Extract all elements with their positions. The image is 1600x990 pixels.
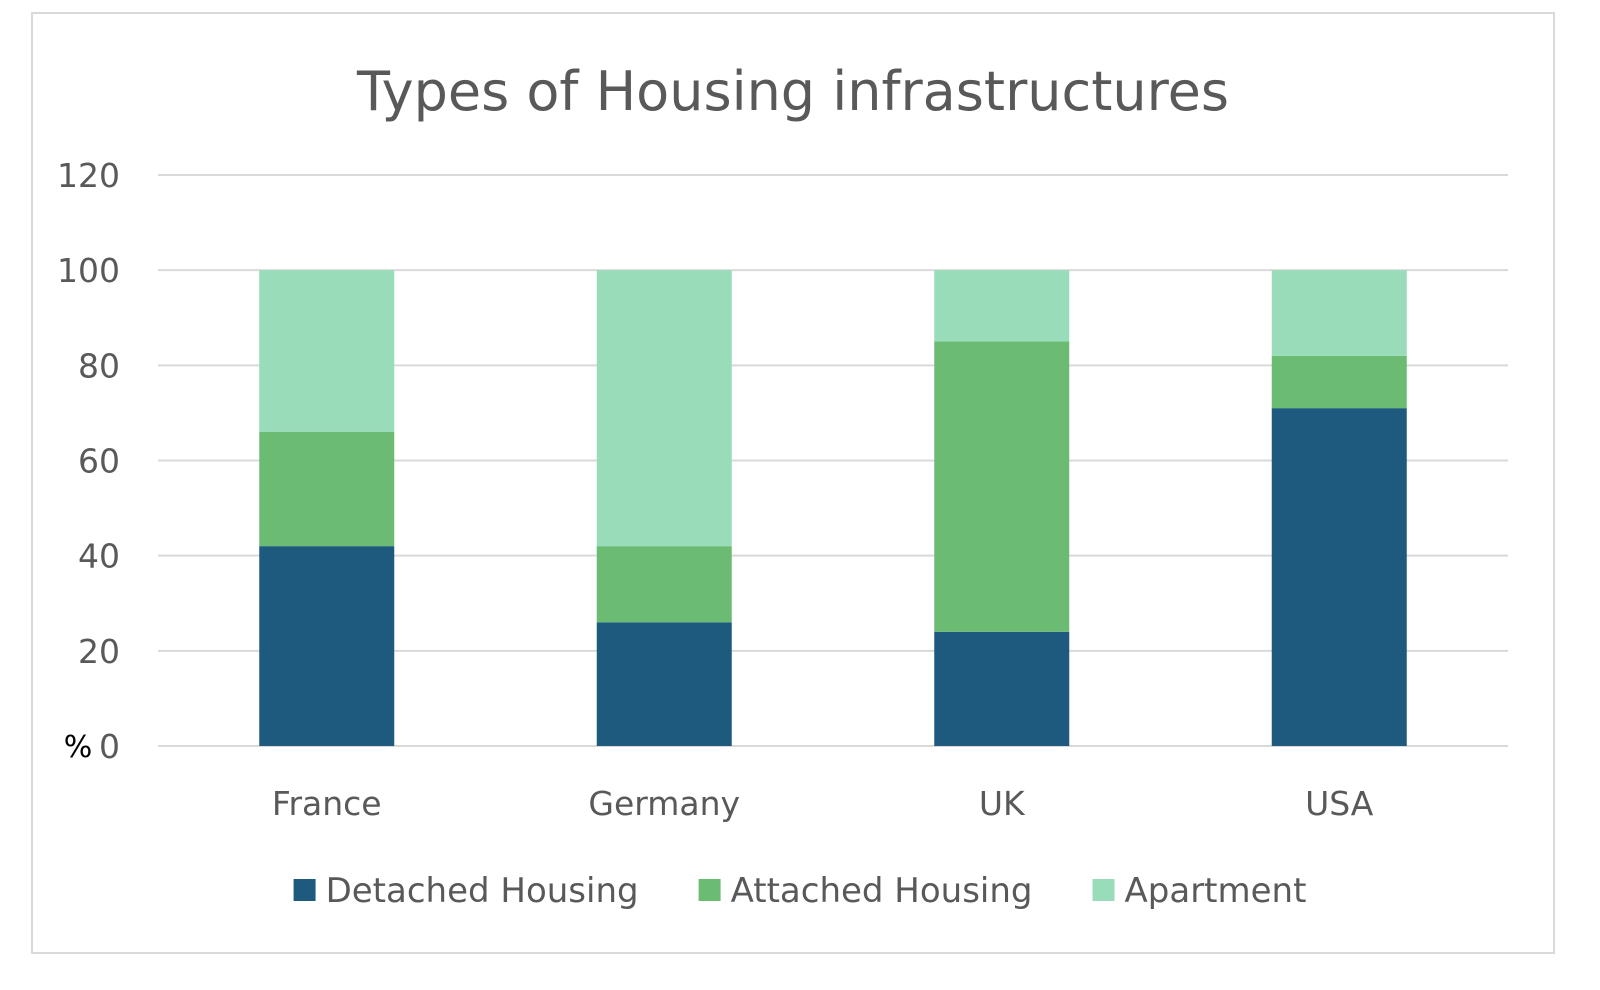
- x-axis: France Germany UK USA: [272, 784, 1374, 823]
- bar-segment: [259, 431, 395, 547]
- bars: [259, 270, 1407, 746]
- legend-swatch: [1092, 879, 1115, 901]
- bar-segment: [934, 341, 1070, 632]
- bar-segment: [259, 546, 395, 746]
- bar-segment: [1271, 408, 1407, 746]
- bar-group: [596, 270, 732, 746]
- bar-segment: [934, 270, 1070, 342]
- bar-group: [934, 270, 1070, 746]
- bar-segment: [1271, 355, 1407, 409]
- bar-segment: [596, 622, 732, 746]
- x-tick-label: Germany: [588, 784, 740, 823]
- legend-item: Detached Housing: [293, 871, 639, 911]
- bar-segment: [259, 270, 395, 432]
- bar-group: [1271, 270, 1407, 746]
- legend-swatch: [698, 879, 721, 901]
- bar-segment: [934, 631, 1070, 746]
- x-tick-label: UK: [979, 784, 1026, 823]
- x-tick-label: France: [272, 784, 382, 823]
- y-tick-label: 120: [57, 156, 120, 195]
- x-tick-label: USA: [1305, 784, 1374, 823]
- legend: Detached Housing Attached Housing Apartmen…: [293, 871, 1307, 911]
- legend-label: Attached Housing: [731, 871, 1033, 911]
- y-tick-label: 60: [78, 442, 120, 481]
- chart-title: Types of Housing infrastructures: [356, 60, 1229, 123]
- y-tick-label: 100: [57, 251, 120, 290]
- bar-segment: [596, 270, 732, 547]
- y-tick-label: 20: [78, 632, 120, 671]
- legend-item: Apartment: [1092, 871, 1307, 911]
- legend-label: Detached Housing: [326, 871, 639, 911]
- y-tick-label: 40: [78, 537, 120, 576]
- bar-segment: [596, 546, 732, 623]
- legend-item: Attached Housing: [698, 871, 1033, 911]
- y-tick-label: 80: [78, 346, 120, 385]
- y-tick-label: 0: [99, 727, 120, 766]
- legend-label: Apartment: [1125, 871, 1307, 911]
- bar-group: [259, 270, 395, 746]
- legend-swatch: [293, 879, 316, 901]
- bar-segment: [1271, 270, 1407, 356]
- y-axis: % 0 20 40 60 80 100 120: [57, 156, 120, 766]
- y-axis-unit-label: %: [64, 730, 93, 765]
